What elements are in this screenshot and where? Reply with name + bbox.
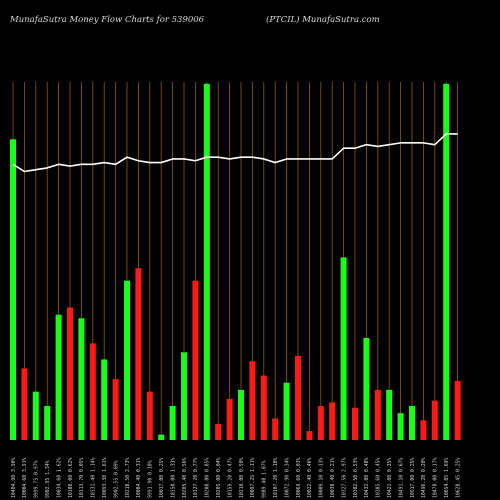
bar [203, 83, 210, 440]
date-label: 10432.80 0.48% [364, 457, 370, 498]
bar [295, 355, 301, 440]
date-label: 9902.95 1.34% [45, 460, 51, 498]
date-label: 9989.40 1.07% [262, 460, 268, 498]
chart-title-right: (PTCIL) MunafaSutra.com [266, 14, 380, 25]
date-label: 10127.20 0.77% [193, 457, 199, 498]
bar [112, 379, 119, 440]
date-label: 9991.90 0.18% [148, 460, 154, 498]
chart-title-left: MunafaSutra Money Flow Charts for 539006 [9, 15, 205, 25]
date-label: 10113.70 0.05% [79, 457, 85, 498]
bar [215, 423, 222, 440]
bar [67, 307, 73, 440]
price-line-layer [12, 133, 458, 173]
date-label: 10159.20 0.47% [227, 457, 233, 498]
bar [10, 139, 16, 440]
bar [192, 280, 199, 440]
bar [306, 431, 313, 440]
date-label: 10084.40 0.31% [136, 457, 142, 498]
bar [89, 343, 96, 440]
date-label: 10004.60 3.91% [22, 457, 28, 498]
date-label: 10327.50 2.97% [341, 457, 347, 498]
date-label: 10517.00 0.25% [410, 457, 416, 498]
date-label: 10097.25 1.11% [250, 457, 256, 498]
bar [363, 337, 370, 440]
bar [55, 314, 62, 440]
date-label: 10208.80 0.85% [205, 457, 211, 498]
date-label: 10654.85 1.69% [444, 457, 450, 498]
date-label: 9902.55 0.09% [113, 460, 119, 498]
bar [443, 83, 450, 440]
bar [44, 405, 51, 440]
bar [124, 280, 130, 440]
date-label: 10069.60 0.03% [296, 457, 302, 498]
bar [454, 380, 461, 440]
bar [317, 405, 324, 440]
date-label: 10205.00 0.04% [216, 457, 222, 498]
bar [32, 391, 39, 440]
date-labels: 10404.90 3.98% 10004.60 3.91% 9999.75 0.97… [11, 457, 462, 498]
date-label: 10628.45 0.25% [455, 457, 461, 498]
date-label: 10385.60 0.45% [376, 457, 382, 498]
date-label: 10072.90 0.34% [284, 457, 290, 498]
bar [135, 268, 142, 440]
date-label: 10017.00 0.25% [159, 457, 165, 498]
date-label: 10210.00 0.50% [239, 457, 245, 498]
bar [226, 398, 233, 440]
date-label: 10404.90 3.98% [11, 457, 17, 498]
bar [158, 434, 165, 440]
bar [409, 405, 415, 440]
bar [352, 407, 358, 440]
date-label: 10131.40 1.14% [91, 457, 97, 498]
date-label: 10034.60 1.62% [56, 457, 62, 498]
date-label: 10205.40 0.56% [182, 457, 188, 498]
bar [397, 413, 404, 440]
date-label: 10188.00 0.62% [68, 457, 74, 498]
date-label: 10093.30 1.61% [102, 457, 108, 498]
date-label: 10382.50 0.53% [353, 457, 359, 498]
price-line [12, 133, 458, 173]
date-label: 10218.50 2.73% [125, 457, 131, 498]
date-label: 10030.40 0.21% [330, 457, 336, 498]
bar [420, 420, 427, 440]
bar [340, 257, 347, 440]
bar [101, 359, 108, 440]
date-label: 10107.20 1.18% [273, 457, 279, 498]
date-label: 10421.80 0.35% [387, 457, 393, 498]
bar [238, 389, 244, 440]
date-label: 9999.75 0.97% [34, 460, 40, 498]
date-label: 10478.00 0.17% [433, 457, 439, 498]
date-label: 10491.10 0.67% [398, 457, 404, 498]
bar [329, 402, 336, 440]
bar [21, 368, 28, 440]
date-label: 10496.20 0.20% [421, 457, 427, 498]
bar [260, 375, 267, 440]
bar-series [10, 83, 461, 440]
bar [374, 389, 381, 440]
bar [146, 391, 153, 440]
bar [431, 400, 438, 440]
date-label: 10022.40 0.46% [307, 457, 313, 498]
bar [169, 405, 176, 440]
bar [272, 418, 279, 440]
date-label: 10009.10 0.13% [319, 457, 325, 498]
date-label: 10150.00 1.33% [170, 457, 176, 498]
bar [78, 318, 85, 440]
bar [181, 352, 187, 440]
bar [386, 389, 393, 440]
bar [249, 361, 256, 440]
bar [283, 382, 290, 440]
